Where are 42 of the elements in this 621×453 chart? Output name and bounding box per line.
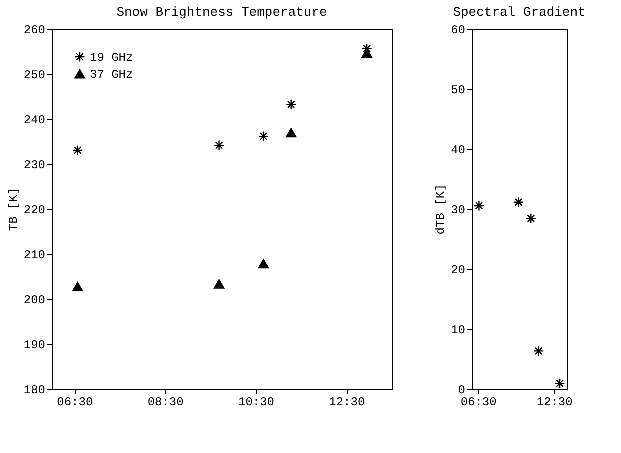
point xyxy=(286,99,297,110)
y-tick-label: 30 xyxy=(451,204,466,218)
x-tick-label: 12:30 xyxy=(536,396,573,410)
point xyxy=(72,282,84,292)
x-tick-label: 06:30 xyxy=(460,396,497,410)
y-tick-label: 60 xyxy=(451,24,466,38)
point xyxy=(214,140,225,151)
y-tick-label: 260 xyxy=(24,24,46,38)
x-tick-label: 06:30 xyxy=(57,396,94,410)
legend-label: 19 GHz xyxy=(90,51,134,65)
y-tick-label: 180 xyxy=(24,384,46,398)
y-axis-title: TB [K] xyxy=(6,188,21,232)
y-tick-label: 10 xyxy=(451,324,466,338)
y-axis-title: dTB [K] xyxy=(434,184,448,235)
x-tick-label: 10:30 xyxy=(238,396,275,410)
chart-title: Spectral Gradient xyxy=(453,5,586,20)
y-tick-label: 200 xyxy=(24,294,46,308)
y-tick-label: 230 xyxy=(24,158,46,172)
y-tick-label: 190 xyxy=(24,338,46,352)
point xyxy=(362,48,372,58)
point xyxy=(513,197,524,208)
point xyxy=(554,378,566,389)
y-tick-label: 20 xyxy=(451,264,466,278)
y-tick-label: 250 xyxy=(24,68,46,82)
point xyxy=(214,279,225,289)
point xyxy=(72,145,84,156)
y-tick-label: 50 xyxy=(451,84,466,98)
y-tick-label: 220 xyxy=(24,204,46,218)
legend-label: 37 GHz xyxy=(90,68,134,82)
chart-title: Snow Brightness Temperature xyxy=(116,5,328,20)
point xyxy=(526,213,536,224)
y-tick-label: 40 xyxy=(451,144,466,158)
x-tick-label: 08:30 xyxy=(148,396,184,410)
point xyxy=(258,131,270,142)
x-tick-label: 12:30 xyxy=(329,396,366,410)
point xyxy=(474,200,485,212)
y-tick-label: 0 xyxy=(458,384,466,398)
y-tick-label: 210 xyxy=(24,248,46,262)
point xyxy=(286,128,297,138)
point xyxy=(534,346,544,357)
y-tick-label: 240 xyxy=(24,114,46,128)
point xyxy=(258,259,270,269)
